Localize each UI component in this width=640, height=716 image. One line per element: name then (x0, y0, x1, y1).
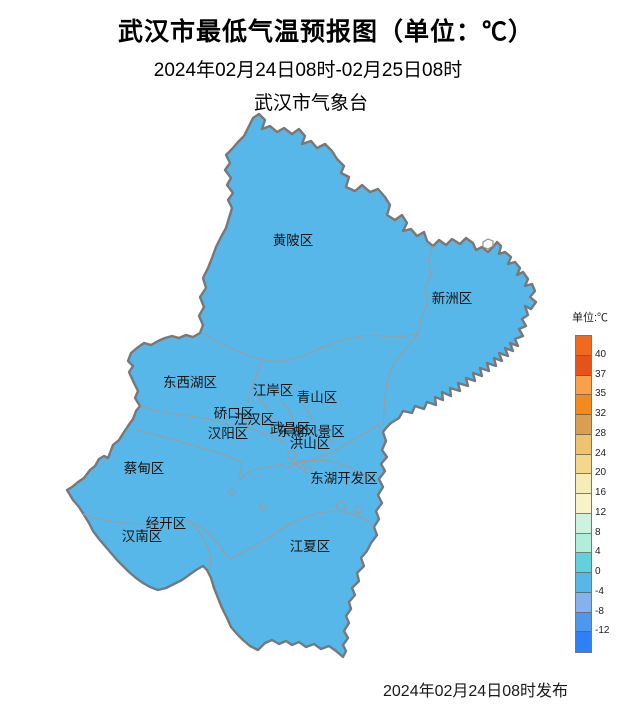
legend-color-segment (576, 513, 591, 534)
page-title: 武汉市最低气温预报图（单位：℃） (117, 18, 534, 46)
district-label: 新洲区 (432, 291, 473, 306)
legend-tick: 8 (595, 526, 601, 538)
legend-color-segment (576, 494, 591, 514)
city-boundary (65, 112, 538, 659)
legend-tick: 0 (595, 566, 601, 577)
issuing-agency: 武汉市气象台 (253, 93, 368, 114)
legend-tick: -12 (595, 625, 610, 637)
legend-color-segment (576, 375, 591, 396)
legend-tick: 16 (595, 487, 607, 498)
legend-title: 单位:℃ (572, 312, 609, 324)
district-label: 洪山区 (290, 436, 331, 451)
legend-color-segment (576, 355, 591, 376)
legend-color-segment (576, 454, 591, 475)
legend-color-segment (576, 336, 591, 356)
legend-colorbar (575, 335, 592, 653)
district-boundaries (81, 245, 434, 571)
legend-tick: 32 (595, 408, 607, 419)
legend-color-segment (576, 573, 591, 593)
district-label: 汉南区 (122, 529, 163, 544)
district-label: 黄陂区 (273, 233, 314, 248)
legend-tick: 24 (595, 447, 607, 459)
legend-tick: 37 (595, 368, 607, 380)
legend-tick: 20 (595, 467, 607, 479)
legend-tick: 40 (595, 348, 607, 360)
issue-timestamp: 2024年02月24日08时发布 (383, 683, 568, 700)
district-label: 汉阳区 (208, 426, 249, 441)
district-label: 蔡甸区 (124, 461, 165, 476)
legend-tick: 28 (595, 427, 607, 439)
legend-color-segment (576, 632, 591, 652)
legend-color-segment (576, 395, 591, 415)
legend-color-segment (576, 533, 591, 554)
district-label: 江汉区 (234, 412, 275, 427)
legend-tick: 4 (595, 546, 601, 558)
small-island (482, 238, 494, 250)
district-label: 青山区 (297, 390, 338, 405)
legend-tick: 35 (595, 388, 607, 400)
legend-color-segment (576, 612, 591, 633)
legend-tick: -4 (595, 585, 604, 597)
lake-shapes (228, 450, 363, 514)
legend-color-segment (576, 592, 591, 613)
district-label: 东湖开发区 (310, 471, 378, 486)
forecast-period: 2024年02月24日08时-02月25日08时 (153, 60, 463, 81)
district-label: 经开区 (146, 516, 187, 531)
district-label: 武昌区 (270, 421, 311, 436)
legend-tick: 12 (595, 506, 607, 518)
legend-tick: -8 (595, 605, 604, 617)
temperature-legend: 单位:℃ 40 37 35 32 28 24 20 16 12 8 4 0 -4 -8 -12 (570, 309, 640, 669)
district-label: 江岸区 (253, 383, 294, 398)
district-label: 硚口区 (214, 406, 255, 421)
legend-color-segment (576, 553, 591, 573)
legend-color-segment (576, 415, 591, 435)
legend-color-segment (576, 434, 591, 455)
district-label: 东湖风景区 (277, 424, 345, 439)
district-label: 江夏区 (290, 539, 331, 554)
district-label: 东西湖区 (163, 375, 217, 390)
legend-color-segment (576, 474, 591, 494)
